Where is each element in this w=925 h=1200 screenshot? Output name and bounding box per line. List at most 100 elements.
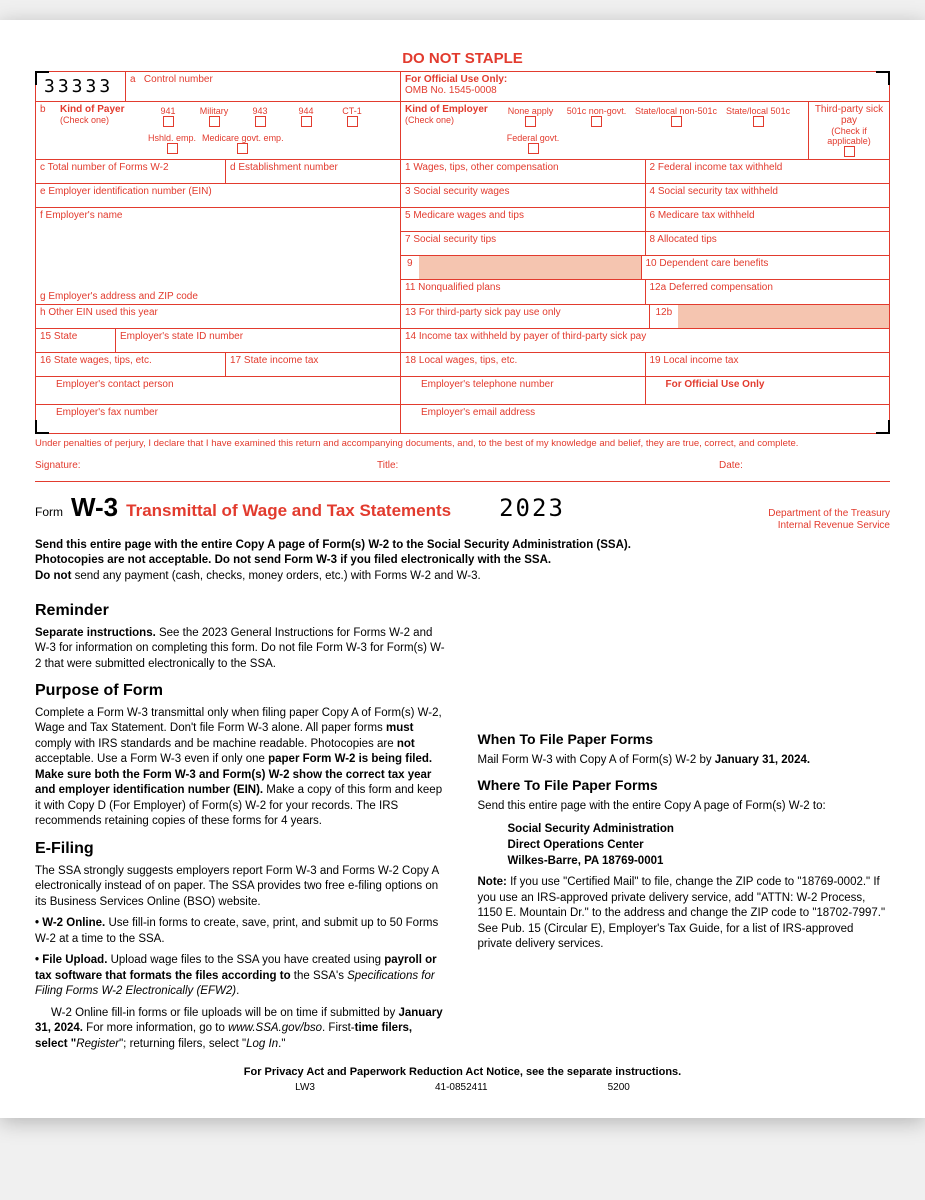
payer-opt-1: Military: [194, 106, 234, 116]
cell-fax: Employer's fax number: [36, 405, 401, 433]
row-top: 33333 a Control number For Official Use …: [36, 72, 889, 102]
row-b: b Kind of Payer (Check one) 941 Military…: [36, 102, 889, 160]
checkbox-hshld[interactable]: [167, 143, 178, 154]
ef-p2e: . First-: [322, 1022, 355, 1034]
cell-19: 19 Local income tax: [646, 353, 890, 376]
cell-13: 13 For third-party sick pay use only: [401, 305, 650, 328]
checkbox-medicare[interactable]: [237, 143, 248, 154]
cell-18: 18 Local wages, tips, etc.: [401, 353, 646, 376]
employer-sub: (Check one): [405, 115, 454, 125]
addr3: Wilkes-Barre, PA 18769-0001: [508, 853, 891, 869]
checkbox-none-apply[interactable]: [525, 116, 536, 127]
cell-3: 3 Social security wages: [401, 184, 646, 207]
pur-pn: not: [397, 738, 415, 750]
cell-10: 10 Dependent care benefits: [642, 256, 890, 279]
sig-date: Date:: [719, 460, 890, 471]
instr-l2b: send any payment (cash, checks, money or…: [71, 570, 480, 582]
form-year: 2023: [499, 494, 565, 522]
where-h: Where To File Paper Forms: [478, 776, 891, 795]
payer-opt-2: 943: [240, 106, 280, 116]
emp-opt-4: Federal govt.: [503, 133, 563, 143]
privacy-notice: For Privacy Act and Paperwork Reduction …: [244, 1066, 681, 1078]
third-party-sub: (Check if applicable): [813, 126, 885, 146]
cell-fg: f Employer's name g Employer's address a…: [36, 208, 401, 304]
pur-p: Complete a Form W-3 transmittal only whe…: [35, 707, 442, 735]
cell-12b: 12b: [650, 305, 890, 328]
cell-a: a Control number: [126, 72, 401, 101]
when-p1: Mail Form W-3 with Copy A of Form(s) W-2…: [478, 754, 715, 766]
where-n1: Note:: [478, 876, 507, 888]
when-p1b: January 31, 2024.: [715, 754, 810, 766]
footer: For Privacy Act and Paperwork Reduction …: [35, 1066, 890, 1093]
cell-7: 7 Social security tips: [401, 232, 646, 255]
checkbox-fed-govt[interactable]: [528, 143, 539, 154]
checkbox-501c[interactable]: [591, 116, 602, 127]
cell-4: 4 Social security tax withheld: [646, 184, 890, 207]
cell-14: 14 Income tax withheld by payer of third…: [401, 329, 889, 352]
ef-b1a: • W-2 Online.: [35, 917, 105, 929]
label-12b: 12b: [650, 305, 679, 328]
letter-b: b: [40, 104, 52, 156]
ef-b2d: the SSA's: [291, 970, 348, 982]
payer-opt-5: Hshld. emp.: [148, 133, 196, 143]
checkbox-941[interactable]: [163, 116, 174, 127]
sig-title: Title:: [377, 460, 719, 471]
perjury-text: Under penalties of perjury, I declare th…: [35, 438, 890, 449]
form-grid: 33333 a Control number For Official Use …: [35, 71, 890, 434]
payer-opt-4: CT-1: [332, 106, 372, 116]
row-contact: Employer's contact person Employer's tel…: [36, 377, 889, 405]
checkbox-943[interactable]: [255, 116, 266, 127]
checkbox-military[interactable]: [209, 116, 220, 127]
checkbox-state-501c[interactable]: [753, 116, 764, 127]
reminder-h: Reminder: [35, 600, 448, 622]
signature-line: Signature: Title: Date:: [35, 460, 890, 482]
cell-official-only: For Official Use Only: [646, 377, 890, 404]
where-n2: If you use "Certified Mail" to file, cha…: [478, 876, 886, 950]
cell-1: 1 Wages, tips, other compensation: [401, 160, 646, 183]
cell-h: h Other EIN used this year: [36, 305, 401, 328]
checkbox-944[interactable]: [301, 116, 312, 127]
cell-official: For Official Use Only: OMB No. 1545-0008: [401, 72, 889, 101]
checkbox-ct1[interactable]: [347, 116, 358, 127]
row-15-14: 15 State Employer's state ID number 14 I…: [36, 329, 889, 353]
cell-8: 8 Allocated tips: [646, 232, 890, 255]
cell-16: 16 State wages, tips, etc.: [36, 353, 226, 376]
instr-l1b: Photocopies are not acceptable. Do not s…: [35, 554, 551, 566]
emp-opt-0: None apply: [503, 106, 558, 116]
cell-g: g Employer's address and ZIP code: [36, 289, 400, 304]
official-line2: OMB No. 1545-0008: [405, 85, 497, 96]
cell-5: 5 Medicare wages and tips: [401, 208, 646, 231]
ef-p2j: .": [278, 1038, 285, 1050]
pur-p2: comply with IRS standards and be machine…: [35, 738, 397, 750]
num-33333: 33333: [36, 72, 125, 101]
ef-p2h: "; returning filers, select ": [119, 1038, 246, 1050]
emp-opt-3: State/local 501c: [723, 106, 793, 116]
when-h: When To File Paper Forms: [478, 730, 891, 749]
checkbox-third-party[interactable]: [844, 146, 855, 157]
form-prefix: Form: [35, 505, 63, 519]
cell-kind-of-payer: b Kind of Payer (Check one) 941 Military…: [36, 102, 401, 159]
cell-12a: 12a Deferred compensation: [646, 280, 890, 304]
cell-contact: Employer's contact person: [36, 377, 401, 404]
pur-p3: acceptable. Use a Form W-3 even if only …: [35, 753, 268, 765]
sig-signature: Signature:: [35, 460, 377, 471]
ef-p2d: www.SSA.gov/bso: [228, 1022, 322, 1034]
footer-codes: LW3 41-0852411 5200: [35, 1082, 890, 1093]
checkbox-state-non501c[interactable]: [671, 116, 682, 127]
form-title-row: Form W-3 Transmittal of Wage and Tax Sta…: [35, 492, 890, 532]
purpose-p: Complete a Form W-3 transmittal only whe…: [35, 706, 448, 830]
where-p1: Send this entire page with the entire Co…: [478, 799, 891, 815]
do-not-staple: DO NOT STAPLE: [35, 50, 890, 67]
cell-15: 15 State: [36, 329, 116, 352]
purpose-h: Purpose of Form: [35, 680, 448, 702]
cell-email: Employer's email address: [401, 405, 889, 433]
dept2: Internal Revenue Service: [778, 520, 890, 531]
ef-b2b: Upload wage files to the SSA you have cr…: [107, 954, 384, 966]
payer-title: Kind of Payer: [60, 104, 124, 115]
addr2: Direct Operations Center: [508, 837, 891, 853]
row-fax-email: Employer's fax number Employer's email a…: [36, 405, 889, 433]
efiling-h: E-Filing: [35, 838, 448, 860]
instruction-columns: Reminder Separate instructions. See the …: [35, 592, 890, 1052]
payer-opt-6: Medicare govt. emp.: [202, 133, 284, 143]
payer-opt-0: 941: [148, 106, 188, 116]
